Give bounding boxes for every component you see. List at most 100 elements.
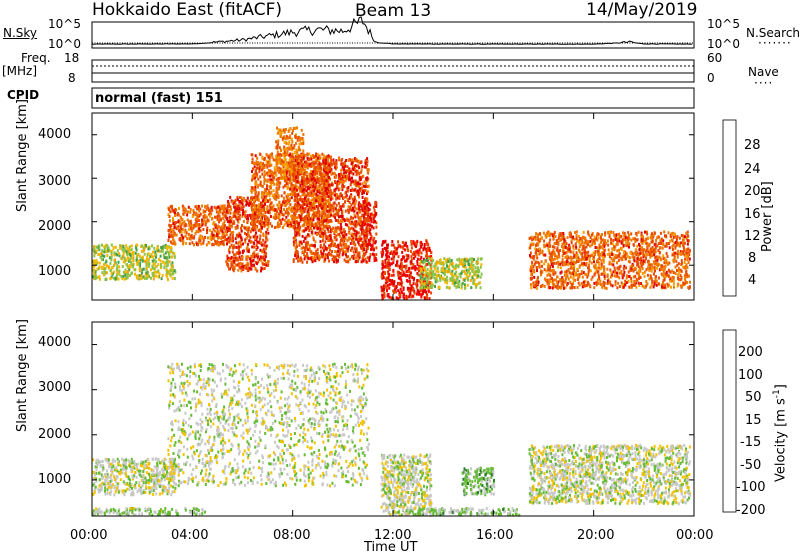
power-cell [325, 162, 327, 165]
power-cell [309, 158, 311, 161]
power-cell [255, 220, 257, 223]
power-cell [221, 207, 223, 210]
power-cell [314, 244, 316, 247]
power-cell [177, 227, 179, 230]
power-cell [451, 270, 453, 273]
power-cell [470, 279, 472, 282]
power-cell [255, 198, 257, 201]
power-cell [454, 282, 456, 285]
power-cell [311, 222, 313, 225]
power-cell [393, 282, 395, 285]
power-cell [313, 155, 315, 158]
power-cell [131, 252, 133, 255]
power-cell [246, 237, 248, 240]
power-cell [382, 248, 384, 251]
power-cell [296, 127, 298, 130]
power-cell [451, 273, 453, 276]
power-cell [120, 275, 122, 278]
power-cell [293, 221, 295, 224]
power-cell [415, 253, 417, 256]
power-cell [307, 233, 309, 236]
power-cell [229, 233, 231, 236]
power-cell [333, 189, 335, 192]
power-cell [263, 263, 265, 266]
power-cell [330, 244, 332, 247]
power-cell [302, 250, 304, 253]
power-cell [193, 235, 195, 238]
power-cell [192, 209, 194, 212]
power-cell [165, 257, 167, 260]
power-cell [360, 171, 362, 174]
power-cell [312, 202, 314, 205]
power-cell [264, 188, 266, 191]
power-cell [422, 248, 424, 251]
power-cell [309, 244, 311, 247]
power-cell [265, 247, 267, 250]
power-cell [207, 204, 209, 207]
power-cell [386, 244, 388, 247]
power-cell [358, 185, 360, 188]
power-cell [321, 220, 323, 223]
power-cell [302, 235, 304, 238]
power-cell [239, 252, 241, 255]
power-cell [268, 169, 270, 172]
power-cell [116, 274, 118, 277]
power-cell [395, 264, 397, 267]
power-cell [201, 205, 203, 208]
power-cell [312, 185, 314, 188]
power-cell [283, 223, 285, 226]
power-cell [464, 259, 466, 262]
power-cell [302, 149, 304, 152]
power-cell [370, 220, 372, 223]
power-cell [300, 138, 302, 141]
power-cell [168, 208, 170, 211]
power-cell [270, 202, 272, 205]
power-cell [350, 249, 352, 252]
power-cell [186, 237, 188, 240]
power-cell [410, 275, 412, 278]
power-cell [345, 192, 347, 195]
power-cell [217, 218, 219, 221]
power-cell [173, 234, 175, 237]
power-cell [248, 249, 250, 252]
power-cell [466, 271, 468, 274]
power-cell [129, 253, 131, 256]
power-cell [257, 253, 259, 256]
power-cell [373, 237, 375, 240]
power-cell [119, 244, 121, 247]
power-cell [317, 248, 319, 251]
power-cell [449, 257, 451, 260]
power-cell [277, 151, 279, 154]
power-cell [246, 247, 248, 250]
power-cell [284, 184, 286, 187]
power-cell [320, 186, 322, 189]
power-cell [318, 218, 320, 221]
power-cell [262, 199, 264, 202]
power-cell [116, 268, 118, 271]
power-cell [455, 271, 457, 274]
power-cell [375, 233, 377, 236]
power-cell [350, 237, 352, 240]
power-cell [235, 237, 237, 240]
power-cell [336, 230, 338, 233]
power-cell [118, 265, 120, 268]
power-cell [401, 251, 403, 254]
power-cell [126, 247, 128, 250]
power-cell [183, 207, 185, 210]
power-cell [239, 266, 241, 269]
power-cell [301, 176, 303, 179]
power-cell [167, 250, 169, 253]
power-cell [263, 158, 265, 161]
power-cell [326, 187, 328, 190]
power-cell [258, 199, 260, 202]
power-cell [256, 236, 258, 239]
power-cell [233, 260, 235, 263]
power-cell [172, 209, 174, 212]
power-cell [362, 196, 364, 199]
power-cell [296, 250, 298, 253]
power-cell [99, 262, 101, 265]
power-cell [413, 282, 415, 285]
power-cell [443, 269, 445, 272]
power-cell [251, 170, 253, 173]
power-cell [321, 232, 323, 235]
